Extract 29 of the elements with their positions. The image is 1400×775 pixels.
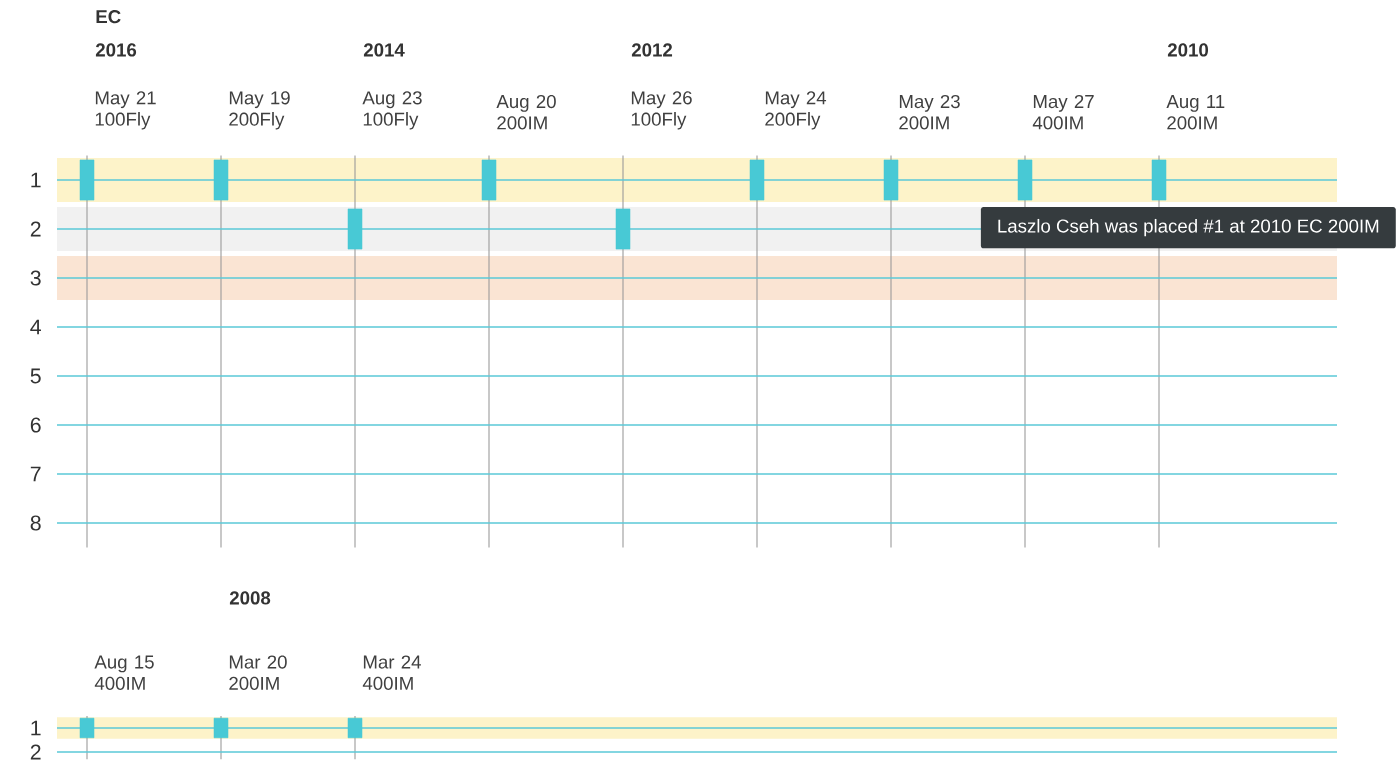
- x-tick-label: Aug 20 200IM: [496, 94, 556, 130]
- y-tick-label: 1: [31, 172, 41, 188]
- y-tick-label: 8: [30, 515, 41, 531]
- text: 2012: [631, 43, 673, 57]
- x-tick-label: May 23 200IM: [899, 94, 960, 130]
- x-tick-label: Aug 23 100Fly: [362, 91, 422, 130]
- y-tick-label: 4: [30, 319, 41, 335]
- x-tick-label: May 26 100Fly: [631, 91, 692, 130]
- text: 2010: [1167, 43, 1209, 57]
- y-tick-label: 5: [30, 368, 41, 384]
- x-tick-label: May 19 200Fly: [229, 91, 290, 130]
- x-tick-label: Aug 11 200IM: [1166, 95, 1225, 130]
- text: 2014: [363, 43, 405, 57]
- y-tick-label: 6: [30, 417, 41, 433]
- y-tick-label: 7: [30, 466, 41, 482]
- y-tick-label: 2: [30, 744, 41, 760]
- x-tick-label: May 27 400IM: [1032, 94, 1094, 130]
- x-tick-label: Mar 20 200IM: [229, 655, 287, 690]
- y-tick-label: 2: [30, 221, 41, 237]
- y-tick-label: 3: [30, 270, 41, 286]
- x-tick-label: Mar 24 400IM: [362, 655, 421, 690]
- text: EC: [96, 10, 121, 24]
- x-tick-label: Aug 15 400IM: [94, 655, 154, 690]
- x-tick-label: May 24 200Fly: [765, 91, 827, 130]
- text: 2016: [95, 43, 137, 57]
- y-tick-label: 1: [31, 720, 41, 736]
- annotation: Laszlo Cseh was placed #1 at 2010 EC 200IM: [998, 218, 1379, 237]
- text: 2008: [229, 591, 271, 605]
- x-tick-label: May 21 100Fly: [95, 91, 156, 130]
